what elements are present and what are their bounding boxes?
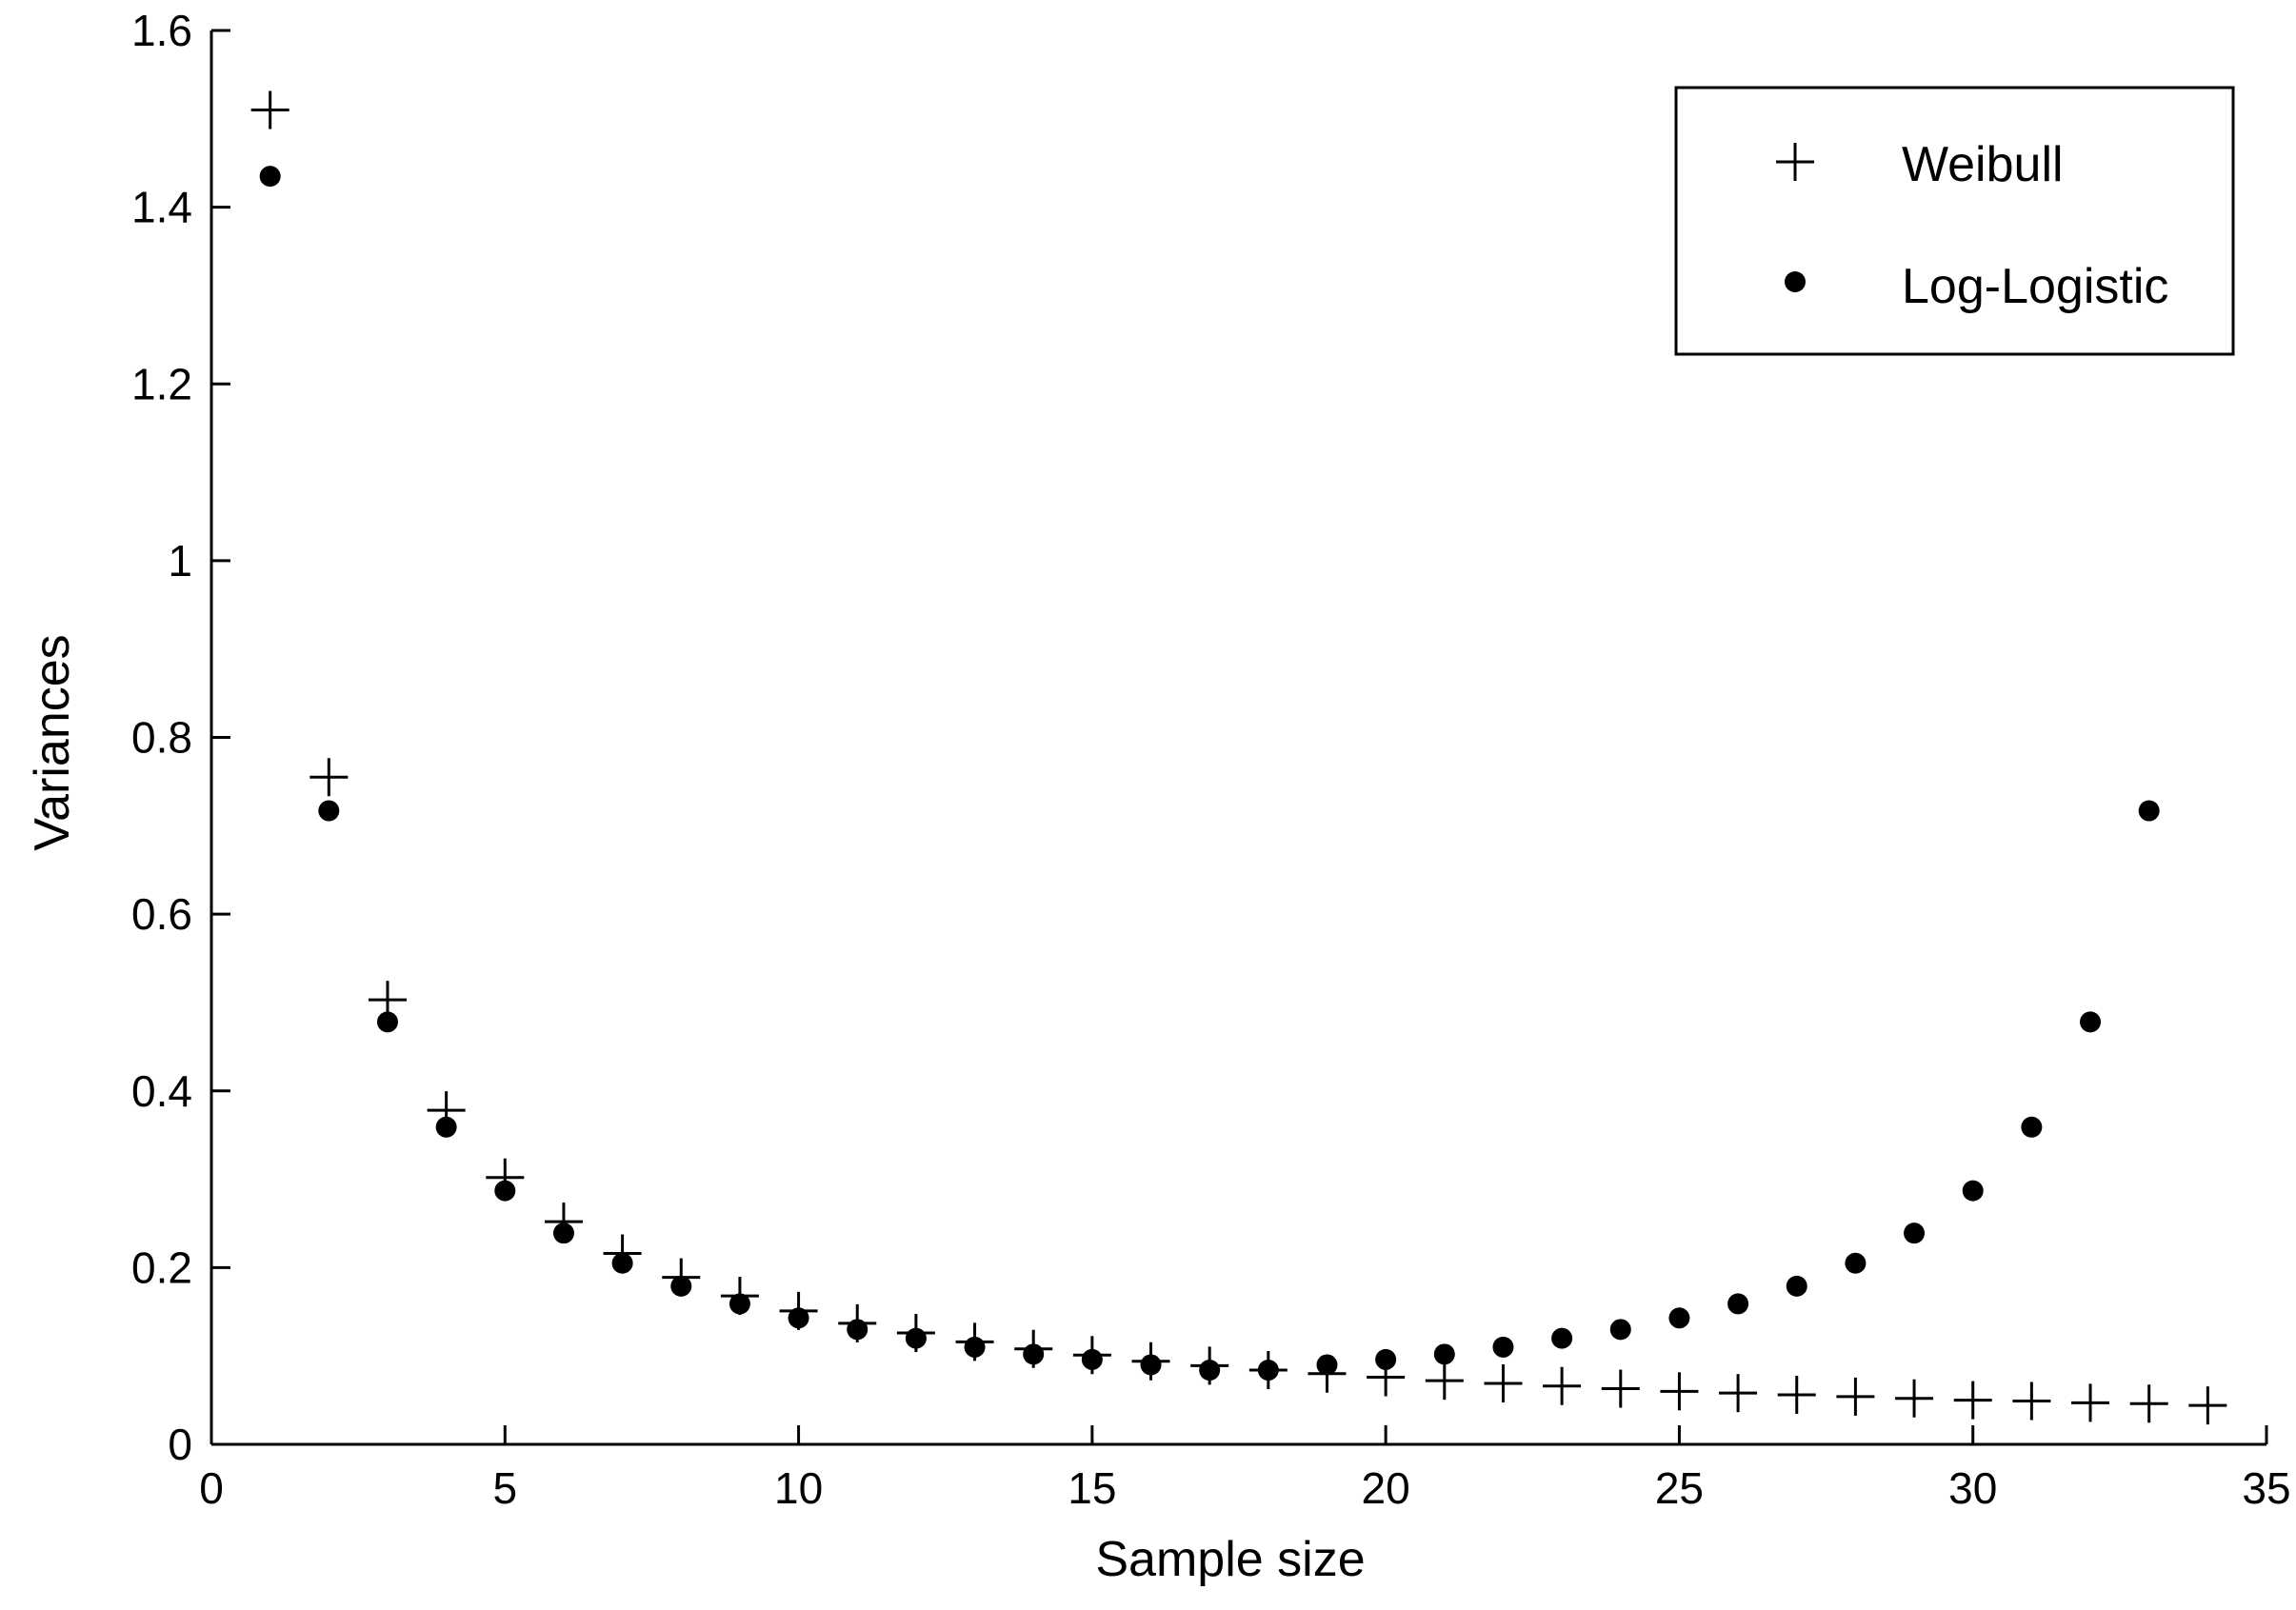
log-logistic-point	[494, 1180, 516, 1202]
log-logistic-point	[1609, 1319, 1631, 1341]
weibull-point	[1953, 1381, 1992, 1420]
y-tick-label: 0.2	[131, 1242, 192, 1292]
log-logistic-point	[1962, 1180, 1984, 1202]
log-logistic-point	[1316, 1354, 1338, 1376]
legend-marker-weibull	[1776, 143, 1814, 181]
log-logistic-point	[1904, 1222, 1926, 1244]
log-logistic-point	[2080, 1011, 2102, 1033]
y-tick-label: 0.8	[131, 713, 192, 763]
weibull-point	[1836, 1377, 1875, 1416]
weibull-point	[1895, 1379, 1934, 1418]
weibull-point	[1425, 1362, 1464, 1401]
y-tick-label: 0	[168, 1420, 192, 1469]
x-tick-label: 20	[1362, 1463, 1410, 1513]
legend: Weibull Log-Logistic	[1674, 86, 2235, 356]
y-axis-ticks: 0 0.2 0.4 0.6 0.8 1 1.2 1.4 1.6	[131, 6, 230, 1469]
log-logistic-point	[1727, 1293, 1749, 1315]
legend-label-weibull: Weibull	[1902, 137, 2064, 192]
weibull-point	[2129, 1384, 2168, 1423]
log-logistic-point	[1081, 1348, 1103, 1370]
log-logistic-point	[964, 1336, 986, 1358]
x-tick-label: 30	[1948, 1463, 1997, 1513]
x-tick-label: 15	[1068, 1463, 1116, 1513]
log-logistic-point	[1140, 1354, 1162, 1376]
y-axis-label: Variances	[25, 634, 80, 850]
log-logistic-point	[847, 1319, 868, 1341]
x-axis-label: Sample size	[1095, 1532, 1365, 1587]
legend-box	[1674, 86, 2235, 356]
x-tick-label: 5	[492, 1463, 517, 1513]
log-logistic-point	[1433, 1343, 1455, 1365]
log-logistic-point	[318, 800, 340, 822]
weibull-point	[1484, 1363, 1523, 1402]
log-logistic-point	[1668, 1307, 1690, 1329]
log-logistic-point	[1375, 1348, 1397, 1370]
legend-dot-marker	[1785, 271, 1806, 292]
log-logistic-point	[376, 1011, 398, 1033]
log-logistic-point	[1199, 1360, 1221, 1381]
x-tick-label: 25	[1655, 1463, 1704, 1513]
legend-marker-log-logistic	[1785, 271, 1806, 292]
y-tick-label: 0.4	[131, 1066, 192, 1116]
y-tick-label: 1	[168, 536, 192, 586]
log-logistic-point	[905, 1327, 927, 1349]
log-logistic-point	[611, 1252, 633, 1274]
weibull-point	[309, 758, 349, 797]
weibull-point	[2012, 1381, 2051, 1421]
y-tick-label: 1.6	[131, 6, 192, 55]
y-tick-label: 1.4	[131, 183, 192, 232]
log-logistic-point	[729, 1293, 750, 1315]
log-logistic-point	[2138, 800, 2160, 822]
x-axis-ticks: 0 5 10 15 20 25 30 35	[199, 1425, 2291, 1513]
log-logistic-point	[1845, 1252, 1867, 1274]
series-log-logistic	[259, 166, 2160, 1381]
x-tick-label: 35	[2242, 1463, 2290, 1513]
log-logistic-point	[1257, 1360, 1279, 1381]
legend-label-log-logistic: Log-Logistic	[1902, 259, 2168, 314]
y-tick-label: 0.6	[131, 889, 192, 939]
y-tick-label: 1.2	[131, 359, 192, 408]
weibull-point	[1777, 1376, 1816, 1415]
weibull-point	[1543, 1366, 1582, 1405]
log-logistic-point	[670, 1275, 692, 1297]
log-logistic-point	[2021, 1116, 2043, 1138]
legend-plus-marker	[1776, 143, 1814, 181]
log-logistic-point	[552, 1222, 574, 1244]
weibull-point	[1601, 1369, 1640, 1408]
log-logistic-point	[788, 1307, 809, 1329]
weibull-point	[1719, 1374, 1758, 1413]
weibull-point	[250, 90, 289, 129]
weibull-point	[2071, 1383, 2110, 1422]
log-logistic-point	[259, 166, 281, 188]
weibull-point	[2188, 1386, 2227, 1425]
x-tick-label: 10	[774, 1463, 823, 1513]
log-logistic-point	[1551, 1327, 1573, 1349]
log-logistic-point	[435, 1116, 457, 1138]
weibull-point	[1660, 1372, 1699, 1411]
log-logistic-point	[1492, 1336, 1514, 1358]
log-logistic-point	[1786, 1275, 1807, 1297]
x-tick-label: 0	[199, 1463, 224, 1513]
log-logistic-point	[1023, 1343, 1045, 1365]
